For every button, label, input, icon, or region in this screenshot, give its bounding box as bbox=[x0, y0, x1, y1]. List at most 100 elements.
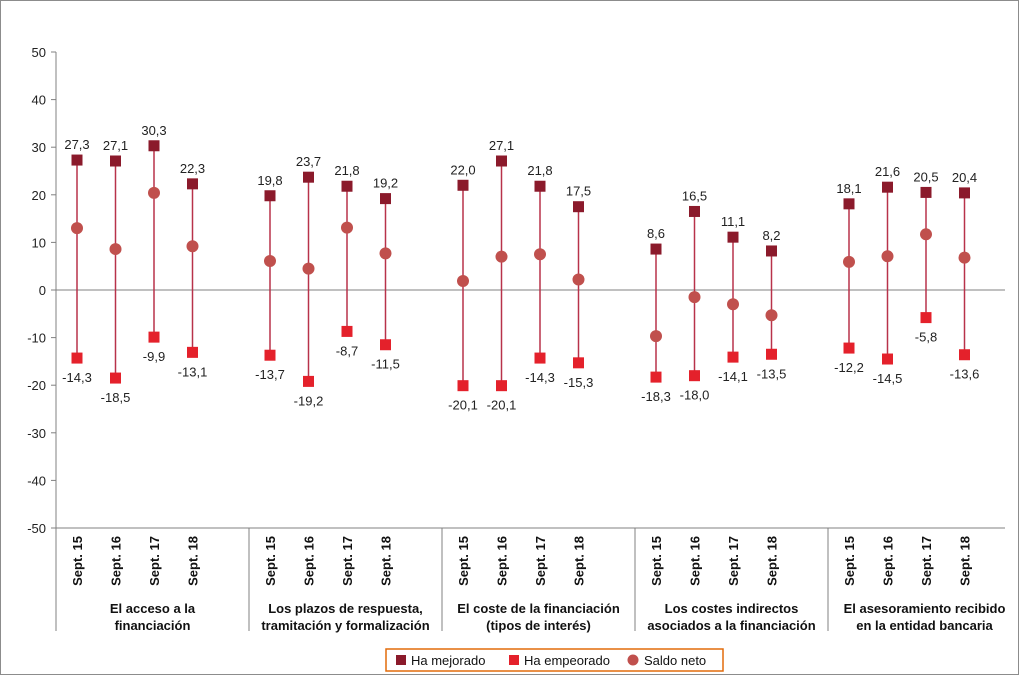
point-ha-empeorado bbox=[727, 351, 739, 363]
category-label: Sept. 16 bbox=[881, 536, 896, 586]
point-ha-empeorado bbox=[573, 357, 584, 369]
point-ha-mejorado bbox=[650, 243, 662, 255]
category-label: Sept. 18 bbox=[958, 536, 973, 586]
point-ha-empeorado bbox=[689, 370, 700, 382]
y-tick-label: -30 bbox=[27, 426, 46, 441]
label-ha-mejorado: 21,8 bbox=[334, 163, 359, 178]
point-ha-mejorado bbox=[187, 178, 198, 190]
y-tick-label: 10 bbox=[32, 235, 46, 250]
point-ha-empeorado bbox=[457, 380, 469, 392]
legend-marker-mejorado bbox=[396, 655, 406, 665]
label-ha-mejorado: 20,4 bbox=[952, 170, 977, 185]
point-ha-empeorado bbox=[71, 352, 83, 364]
group-label: El acceso a la bbox=[110, 601, 196, 616]
label-ha-mejorado: 23,7 bbox=[296, 154, 321, 169]
label-ha-empeorado: -12,2 bbox=[834, 360, 864, 375]
category-label: Sept. 17 bbox=[533, 536, 548, 586]
legend: Ha mejorado Ha empeorado Saldo neto bbox=[385, 648, 724, 672]
y-tick-label: -10 bbox=[27, 331, 46, 346]
label-ha-empeorado: -20,1 bbox=[487, 398, 517, 413]
category-label: Sept. 16 bbox=[495, 536, 510, 586]
label-ha-empeorado: -18,0 bbox=[680, 388, 710, 403]
point-ha-empeorado bbox=[766, 348, 777, 360]
point-saldo-neto bbox=[920, 228, 932, 241]
label-ha-empeorado: -5,8 bbox=[915, 330, 937, 345]
label-ha-empeorado: -20,1 bbox=[448, 398, 478, 413]
point-ha-empeorado bbox=[920, 312, 932, 324]
category-label: Sept. 18 bbox=[379, 536, 394, 586]
y-tick-label: 30 bbox=[32, 140, 46, 155]
category-label: Sept. 16 bbox=[302, 536, 317, 586]
label-ha-mejorado: 27,1 bbox=[489, 138, 514, 153]
point-ha-empeorado bbox=[650, 371, 662, 383]
label-ha-mejorado: 21,8 bbox=[527, 163, 552, 178]
category-label: Sept. 18 bbox=[186, 536, 201, 586]
point-ha-empeorado bbox=[110, 372, 121, 384]
category-label: Sept. 15 bbox=[456, 536, 471, 586]
point-ha-empeorado bbox=[496, 380, 507, 392]
point-saldo-neto bbox=[71, 222, 83, 235]
category-label: Sept. 15 bbox=[649, 536, 664, 586]
category-label: Sept. 15 bbox=[842, 536, 857, 586]
y-tick-label: 40 bbox=[32, 93, 46, 108]
point-ha-mejorado bbox=[496, 155, 507, 167]
category-label: Sept. 17 bbox=[726, 536, 741, 586]
group-label: (tipos de interés) bbox=[486, 618, 591, 633]
group-label: asociados a la financiación bbox=[647, 618, 815, 633]
label-ha-empeorado: -18,3 bbox=[641, 389, 671, 404]
point-saldo-neto bbox=[958, 251, 971, 264]
label-ha-empeorado: -14,5 bbox=[873, 371, 903, 386]
y-tick-label: -40 bbox=[27, 473, 46, 488]
category-label: Sept. 18 bbox=[765, 536, 780, 586]
point-ha-mejorado bbox=[110, 155, 121, 167]
point-ha-mejorado bbox=[959, 187, 970, 199]
point-saldo-neto bbox=[264, 254, 276, 267]
y-tick-label: 0 bbox=[39, 283, 46, 298]
label-ha-mejorado: 18,1 bbox=[836, 181, 861, 196]
label-ha-mejorado: 30,3 bbox=[141, 123, 166, 138]
data-labels: 27,3 -14,3 27,1 -18,5 30,3 -9,9 22,3 -13,1 19,8 -… bbox=[62, 123, 979, 413]
axes: -50 -40 -30 -20 -10 0 10 20 30 40 50 bbox=[27, 45, 1005, 536]
legend-marker-empeorado bbox=[509, 655, 519, 665]
label-ha-empeorado: -13,1 bbox=[178, 364, 208, 379]
point-ha-empeorado bbox=[882, 353, 893, 365]
point-saldo-neto bbox=[843, 255, 855, 268]
label-ha-mejorado: 11,1 bbox=[721, 214, 745, 229]
point-saldo-neto bbox=[302, 262, 315, 275]
point-ha-mejorado bbox=[303, 171, 314, 183]
label-ha-empeorado: -19,2 bbox=[294, 393, 324, 408]
point-ha-mejorado bbox=[843, 198, 855, 210]
legend-label-empeorado: Ha empeorado bbox=[524, 653, 610, 668]
point-ha-empeorado bbox=[187, 346, 198, 358]
group-label: El asesoramiento recibido bbox=[844, 601, 1006, 616]
point-saldo-neto bbox=[534, 248, 546, 261]
legend-label-mejorado: Ha mejorado bbox=[411, 653, 485, 668]
label-ha-mejorado: 22,3 bbox=[180, 161, 205, 176]
group-label: en la entidad bancaria bbox=[856, 618, 993, 633]
group-label: Los costes indirectos bbox=[665, 601, 799, 616]
label-ha-mejorado: 19,2 bbox=[373, 176, 398, 191]
point-saldo-neto bbox=[495, 250, 508, 263]
point-ha-empeorado bbox=[959, 349, 970, 361]
label-ha-mejorado: 27,3 bbox=[64, 137, 89, 152]
label-ha-empeorado: -15,3 bbox=[564, 375, 594, 390]
point-saldo-neto bbox=[650, 330, 662, 343]
label-ha-empeorado: -14,3 bbox=[62, 370, 92, 385]
point-ha-mejorado bbox=[264, 190, 276, 202]
point-ha-empeorado bbox=[843, 342, 855, 354]
category-label: Sept. 16 bbox=[109, 536, 124, 586]
label-ha-mejorado: 8,6 bbox=[647, 226, 665, 241]
label-ha-mejorado: 8,2 bbox=[762, 228, 780, 243]
label-ha-mejorado: 20,5 bbox=[913, 169, 938, 184]
x-axis: Sept. 15 Sept. 16 Sept. 17 Sept. 18 El acces… bbox=[55, 527, 1006, 633]
category-label: Sept. 17 bbox=[340, 536, 355, 586]
point-saldo-neto bbox=[341, 221, 353, 234]
point-ha-mejorado bbox=[573, 201, 584, 213]
category-label: Sept. 17 bbox=[147, 536, 162, 586]
category-label: Sept. 18 bbox=[572, 536, 587, 586]
chart-marks bbox=[71, 140, 971, 392]
label-ha-empeorado: -13,5 bbox=[757, 366, 787, 381]
group-label: El coste de la financiación bbox=[457, 601, 620, 616]
label-ha-mejorado: 21,6 bbox=[875, 164, 900, 179]
